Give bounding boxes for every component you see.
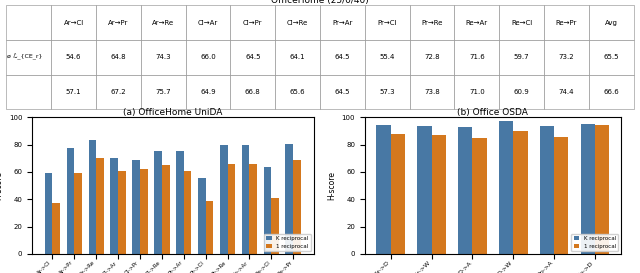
Bar (431, 135, 446, 254)
Bar (250, 164, 257, 254)
Bar (285, 144, 293, 254)
Bar (111, 158, 118, 254)
Bar (140, 169, 148, 254)
Title: (a) OfficeHome UniDA: (a) OfficeHome UniDA (123, 108, 223, 117)
Bar (176, 151, 184, 254)
Bar (293, 160, 301, 254)
Bar (220, 145, 227, 254)
Bar (52, 203, 60, 254)
Bar (88, 140, 96, 254)
Bar (198, 178, 205, 254)
Bar (227, 164, 235, 254)
Bar (417, 126, 431, 254)
Bar (513, 131, 527, 254)
Bar (154, 151, 162, 254)
Bar (540, 126, 554, 254)
Y-axis label: H-score: H-score (327, 171, 336, 200)
Bar (554, 136, 568, 254)
Bar (96, 158, 104, 254)
Bar (472, 138, 486, 254)
Bar (580, 123, 595, 254)
Bar (118, 171, 125, 254)
Title: (b) Office OSDA: (b) Office OSDA (458, 108, 528, 117)
Bar (132, 161, 140, 254)
Bar (458, 127, 472, 254)
Bar (74, 173, 82, 254)
Bar (391, 134, 405, 254)
Bar (67, 148, 74, 254)
Bar (242, 145, 250, 254)
Bar (271, 198, 279, 254)
Bar (376, 125, 391, 254)
Bar (45, 173, 52, 254)
Legend: K reciprocal, 1 reciprocal: K reciprocal, 1 reciprocal (264, 234, 311, 251)
Bar (264, 167, 271, 254)
Legend: K reciprocal, 1 reciprocal: K reciprocal, 1 reciprocal (572, 234, 618, 251)
Bar (184, 171, 191, 254)
Text: OfficeHome (25/0/40): OfficeHome (25/0/40) (271, 0, 369, 5)
Bar (595, 125, 609, 254)
Bar (205, 201, 213, 254)
Y-axis label: H-score: H-score (0, 171, 3, 200)
Bar (499, 121, 513, 254)
Bar (162, 165, 170, 254)
